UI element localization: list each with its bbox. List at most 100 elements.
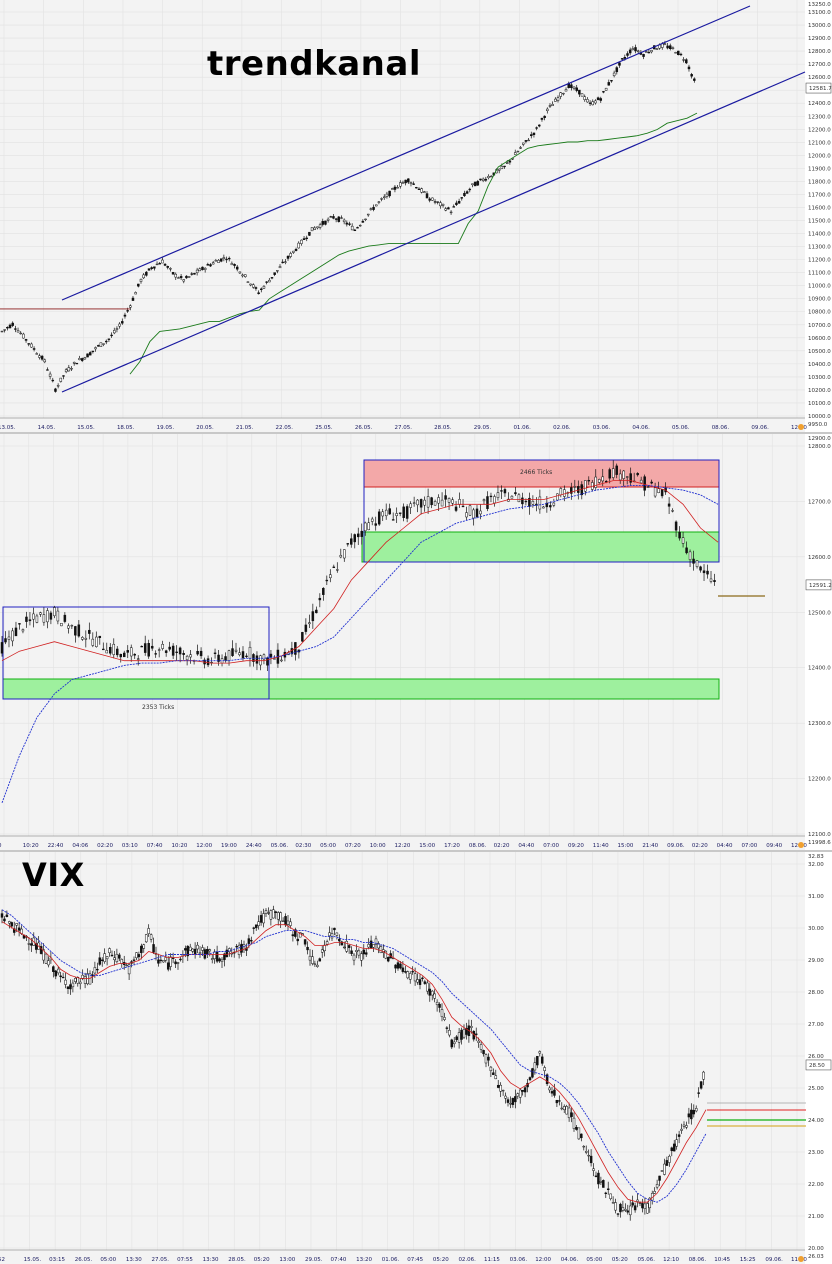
candle-body [132, 959, 136, 961]
y-tick-label: 10100.0 [808, 401, 831, 407]
candle-body [21, 629, 25, 632]
candle-body [305, 237, 308, 239]
candle-body [135, 952, 138, 959]
candle-body [328, 932, 331, 937]
candle-body [284, 261, 287, 263]
candle-body [476, 181, 480, 186]
candle-body [364, 218, 367, 221]
candle-body [687, 1113, 691, 1118]
candle-body [267, 912, 270, 914]
candle-body [685, 59, 688, 64]
candle-body [543, 115, 546, 118]
candle-body [134, 292, 137, 295]
candle-body [252, 927, 256, 929]
candle-body [61, 976, 65, 979]
candle-body [388, 508, 391, 515]
candle-body [166, 962, 170, 970]
candle-body [385, 193, 389, 197]
candle-body [484, 1054, 488, 1064]
candle-body [15, 923, 18, 926]
candle-body [300, 239, 303, 244]
candle-body [587, 1154, 590, 1157]
x-tick-label: 27.05. [395, 425, 413, 431]
candle-body [18, 623, 21, 625]
x-tick-label: 05:20 [433, 1257, 449, 1263]
candle-body [709, 578, 713, 582]
candle-body [346, 543, 350, 545]
candle-body [11, 630, 14, 642]
live-indicator-dot [798, 1256, 804, 1262]
x-tick-label: 15:25 [740, 1257, 756, 1263]
stop-line-green [129, 112, 698, 375]
live-indicator-dot [798, 842, 804, 848]
candle-body [240, 943, 243, 953]
candle-body [245, 655, 248, 658]
candle-body [444, 495, 447, 500]
candle-body [671, 510, 674, 512]
candle-body [619, 1203, 622, 1213]
candle-body [280, 659, 283, 662]
candle-body [646, 486, 650, 488]
candle-body [225, 258, 228, 261]
y-tick-label: 26.00 [808, 1054, 824, 1060]
intraday-chart: 12800.0 12700.0 12600.0 12500.0 12400.0 12300… [0, 434, 832, 850]
candle-body [474, 1033, 478, 1035]
candle-body [137, 283, 140, 287]
candle-body [308, 231, 311, 236]
candle-body [273, 658, 276, 660]
candle-body [215, 951, 219, 962]
candle-body [320, 949, 324, 953]
candle-body [257, 921, 260, 926]
candle-body [377, 511, 381, 525]
candle-body [350, 538, 353, 545]
candle-body [530, 134, 533, 137]
last-price-tag [805, 82, 832, 94]
candle-body [196, 650, 199, 655]
candle-body [641, 1203, 644, 1209]
candle-body [291, 934, 295, 937]
candle-body [127, 964, 131, 975]
channel-upper-line [61, 5, 751, 301]
candle-body [671, 47, 675, 49]
candle-body [487, 176, 490, 179]
y-tick-label: 25.00 [808, 1086, 824, 1092]
candle-body [550, 1091, 554, 1094]
x-tick-label: 12:20 [395, 843, 411, 849]
candle-body [78, 358, 81, 361]
candle-body [353, 229, 357, 232]
candle-body [60, 623, 63, 627]
candle-body [187, 276, 191, 278]
candle-body [472, 509, 475, 519]
candle-body [528, 1077, 532, 1081]
candle-body [523, 1087, 527, 1093]
candle-body [663, 1163, 666, 1175]
candle-body [412, 183, 415, 185]
candle-body [14, 627, 18, 637]
candle-body [122, 652, 126, 658]
candle-body [150, 645, 154, 649]
x-tick-label: 20.05. [196, 425, 214, 431]
x-tick-label: 21:40 [642, 843, 658, 849]
candle-body [614, 1202, 617, 1211]
candle-body [234, 649, 238, 652]
candle-body [220, 959, 224, 962]
candle-body [636, 50, 640, 52]
candle-body [241, 651, 245, 659]
last-price-label: 12591.2 [809, 583, 832, 589]
candle-body [166, 266, 169, 268]
x-tick-label: 26.05. [355, 425, 373, 431]
candle-body [22, 333, 25, 339]
candle-body [96, 968, 99, 971]
candle-body [695, 560, 699, 567]
candle-body [219, 258, 223, 262]
candle-body [161, 259, 164, 264]
candle-body [350, 950, 353, 954]
candle-body [548, 1087, 551, 1091]
candle-body [223, 953, 226, 960]
y-axis-bottom-label: 11998.6 [808, 840, 831, 846]
candle-body [294, 248, 298, 251]
candle-body [559, 92, 562, 97]
candle-body [367, 522, 370, 531]
candle-body [599, 1181, 603, 1183]
candle-body [460, 1029, 463, 1040]
